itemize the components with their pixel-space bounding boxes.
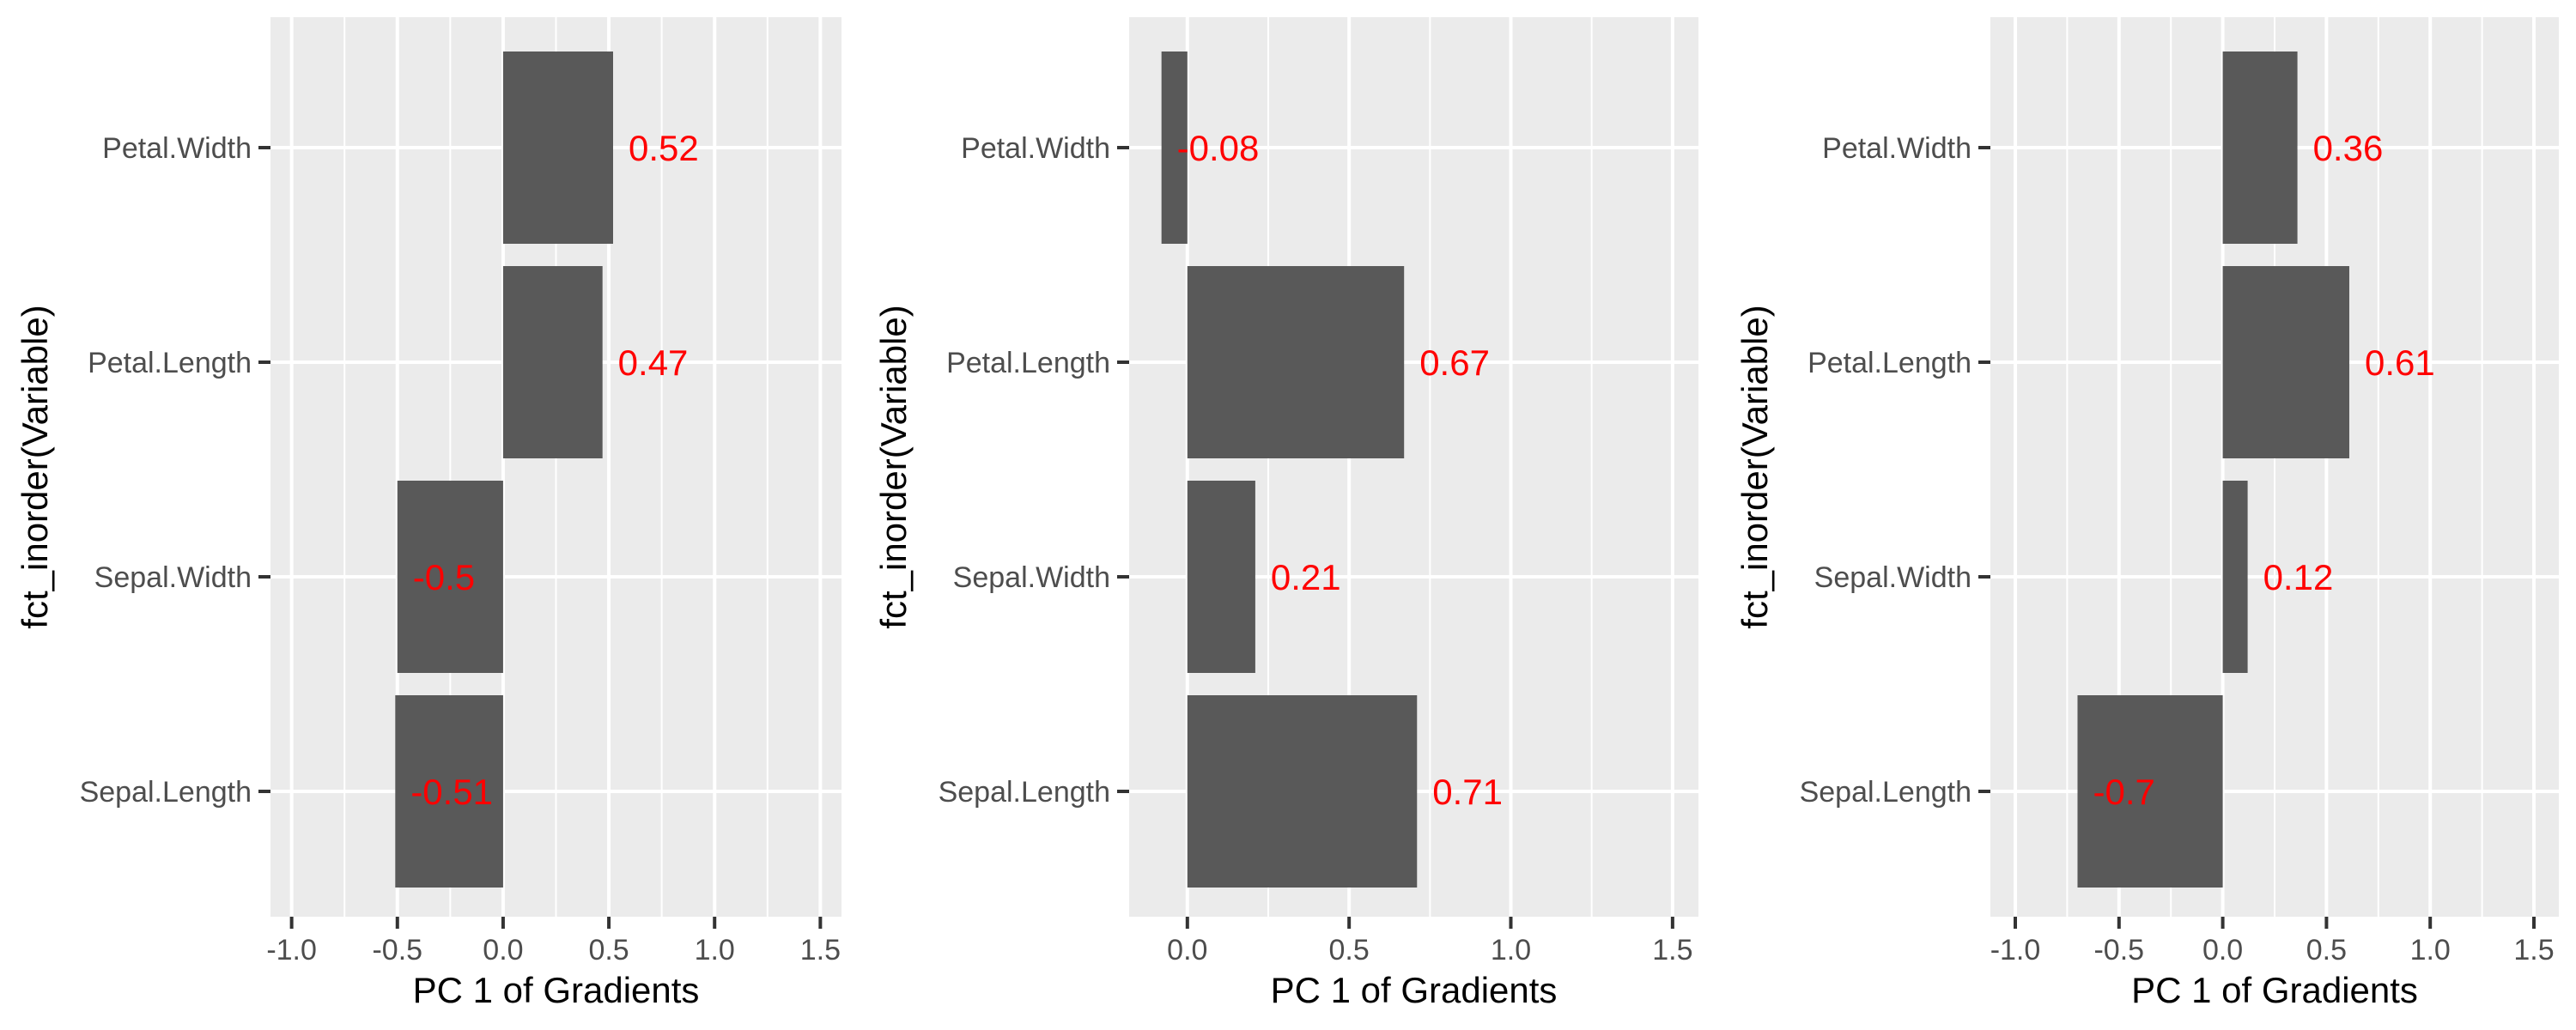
- data-label: 0.47: [618, 342, 689, 383]
- category-label: Sepal.Length: [80, 776, 252, 809]
- x-tick-label: 1.5: [1652, 934, 1692, 966]
- data-label: -0.7: [2093, 772, 2154, 812]
- x-tick-label: 0.5: [588, 934, 629, 966]
- y-axis-title: fct_inorder(Variable): [15, 305, 55, 628]
- x-tick-label: -1.0: [266, 934, 317, 966]
- category-label: Petal.Length: [1807, 347, 1971, 379]
- category-label: Petal.Length: [88, 347, 252, 379]
- x-tick-label: 0.5: [1329, 934, 1370, 966]
- category-label: Petal.Length: [946, 347, 1110, 379]
- bar-sepal-length: [1187, 695, 1418, 888]
- x-tick-label: 0.0: [483, 934, 523, 966]
- category-label: Sepal.Length: [939, 776, 1110, 809]
- x-axis-title: PC 1 of Gradients: [1271, 970, 1558, 1010]
- bar-sepal-length: [2077, 695, 2223, 888]
- data-label: 0.61: [2365, 342, 2435, 383]
- category-label: Sepal.Width: [1814, 561, 1971, 594]
- category-label: Sepal.Width: [953, 561, 1110, 594]
- x-axis-title: PC 1 of Gradients: [413, 970, 700, 1010]
- bar-petal-width: [2222, 52, 2298, 244]
- bar-petal-length: [1187, 266, 1405, 458]
- x-axis-title: PC 1 of Gradients: [2131, 970, 2418, 1010]
- x-tick-label: 1.5: [800, 934, 841, 966]
- category-label: Sepal.Length: [1800, 776, 1971, 809]
- bar-petal-length: [2222, 266, 2349, 458]
- y-axis-title: fct_inorder(Variable): [1735, 305, 1775, 628]
- x-tick-label: -1.0: [1990, 934, 2041, 966]
- bar-sepal-width: [2222, 481, 2248, 673]
- x-tick-label: -0.5: [2093, 934, 2144, 966]
- category-label: Sepal.Width: [94, 561, 252, 594]
- data-label: 0.36: [2313, 128, 2384, 168]
- category-label: Petal.Width: [961, 132, 1110, 165]
- bar-petal-width: [1161, 52, 1188, 244]
- data-label: 0.67: [1419, 342, 1490, 383]
- data-label: -0.5: [413, 557, 475, 597]
- x-tick-label: -0.5: [372, 934, 422, 966]
- x-tick-label: 1.5: [2513, 934, 2554, 966]
- data-label: 0.21: [1271, 557, 1341, 597]
- data-label: -0.08: [1177, 128, 1260, 168]
- x-tick-label: 0.5: [2306, 934, 2347, 966]
- y-axis-title: fct_inorder(Variable): [873, 305, 914, 628]
- data-label: 0.71: [1432, 772, 1503, 812]
- bar-petal-width: [502, 52, 613, 244]
- bar-sepal-width: [1187, 481, 1255, 673]
- data-label: -0.51: [410, 772, 493, 812]
- data-label: 0.52: [629, 128, 699, 168]
- bar-petal-length: [502, 266, 603, 458]
- x-tick-label: 1.0: [1491, 934, 1531, 966]
- bar-sepal-length: [395, 695, 503, 888]
- category-label: Petal.Width: [1822, 132, 1971, 165]
- x-tick-label: 1.0: [695, 934, 735, 966]
- bar-sepal-width: [397, 481, 503, 673]
- category-label: Petal.Width: [102, 132, 252, 165]
- x-tick-label: 0.0: [2202, 934, 2243, 966]
- data-label: 0.12: [2263, 557, 2334, 597]
- x-tick-label: 0.0: [1167, 934, 1207, 966]
- x-tick-label: 1.0: [2410, 934, 2451, 966]
